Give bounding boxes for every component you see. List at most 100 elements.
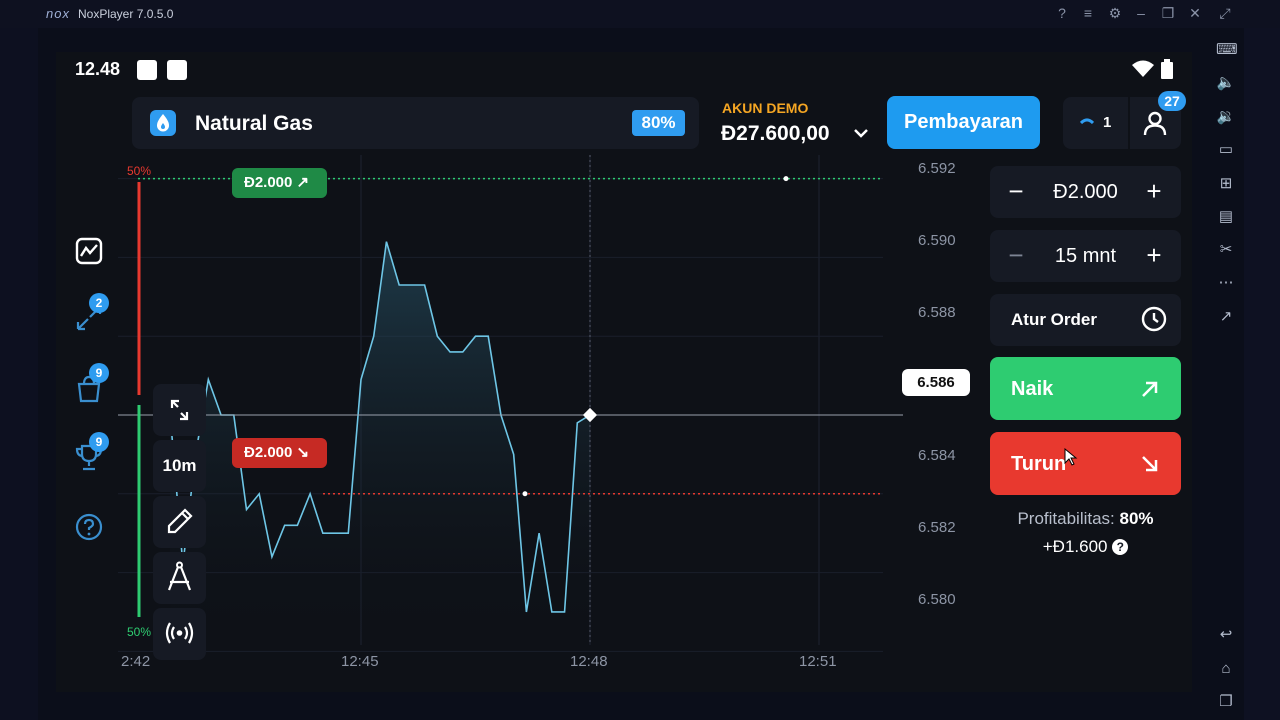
flame-icon	[150, 110, 176, 136]
amount-decrease-button[interactable]: −	[1008, 176, 1024, 206]
arrow-down-right-icon: ↘	[296, 444, 310, 461]
up-percent-label: 50%	[127, 164, 152, 178]
y-tick: 6.584	[918, 447, 956, 464]
profitability-text: Profitabilitas: 80%	[990, 509, 1181, 529]
more-icon[interactable]: ⋯	[1218, 274, 1234, 291]
market-badge: 9	[89, 363, 109, 383]
draw-button[interactable]	[153, 496, 206, 548]
close-icon[interactable]: ✕	[1189, 5, 1201, 21]
duration-increase-button[interactable]: +	[1146, 240, 1162, 270]
volume-up-icon[interactable]: 🔈	[1216, 74, 1236, 91]
emulator-titlebar	[0, 0, 1280, 28]
down-percent-label: 50%	[127, 625, 152, 639]
info-icon[interactable]: ?	[1112, 539, 1129, 555]
current-price-label: 6.586	[902, 369, 970, 396]
minimize-icon[interactable]: –	[1137, 5, 1145, 21]
screenshot-scissors-icon[interactable]: ✂	[1219, 241, 1233, 258]
up-order-tag[interactable]: Đ2.000 ↗	[232, 168, 327, 198]
y-tick: 6.580	[918, 591, 956, 608]
duration-decrease-button[interactable]: −	[1008, 240, 1024, 270]
profit-amount: +Đ1.600	[1042, 537, 1108, 556]
notification-badge: 27	[1158, 91, 1186, 111]
timeframe-button[interactable]	[153, 440, 206, 492]
y-tick: 6.592	[918, 160, 956, 177]
emulator-left-border	[0, 28, 38, 720]
recent-apps-icon[interactable]: ❐	[1219, 693, 1233, 710]
wifi-icon	[1132, 60, 1154, 77]
profitability-value: 80%	[1119, 509, 1154, 528]
tournament-badge: 9	[89, 432, 109, 452]
window-title: NoxPlayer 7.0.5.0	[78, 7, 174, 21]
back-icon[interactable]: ↩	[1219, 626, 1233, 643]
restore-icon[interactable]: ❐	[1161, 5, 1175, 21]
payment-button[interactable]: Pembayaran	[887, 96, 1040, 149]
keyboard-icon[interactable]: ⌨	[1216, 41, 1238, 58]
broadcast-icon	[165, 622, 194, 644]
down-order-amount: Đ2.000	[244, 444, 293, 461]
y-tick: 6.588	[918, 304, 956, 321]
status-time: 12.48	[75, 59, 121, 79]
screen-icon[interactable]: ▭	[1218, 141, 1234, 158]
duration-control	[990, 230, 1181, 282]
current-price-marker	[582, 407, 598, 423]
compass-icon	[167, 561, 192, 591]
fullscreen-icon[interactable]: ⤢	[1219, 5, 1231, 21]
expand-icon	[170, 399, 189, 421]
duration-value[interactable]: 15 mnt	[1054, 245, 1117, 267]
arrow-up-right-icon	[1142, 381, 1158, 397]
buy-up-label: Naik	[1011, 378, 1054, 400]
apk-install-icon[interactable]: ⊞	[1219, 175, 1233, 192]
asset-payout-badge: 80%	[632, 110, 685, 136]
trades-badge: 2	[89, 293, 109, 313]
help-icon[interactable]	[74, 512, 104, 542]
price-area	[170, 241, 590, 645]
x-tick: 12:51	[799, 653, 837, 670]
y-tick: 6.590	[918, 232, 956, 249]
pending-order-button[interactable]	[990, 294, 1181, 346]
volume-down-icon[interactable]: 🔉	[1216, 108, 1236, 125]
settings-gear-icon[interactable]: ⚙	[1108, 5, 1122, 21]
help-icon[interactable]: ?	[1058, 5, 1066, 21]
account-balance[interactable]: Đ27.600,00	[721, 122, 830, 145]
user-icon	[1143, 111, 1167, 136]
trophy-icon[interactable]	[74, 442, 104, 472]
amount-value[interactable]: Đ2.000	[1053, 181, 1118, 203]
status-notification-icon	[167, 60, 187, 80]
nox-logo: nox	[46, 6, 70, 21]
buy-up-button[interactable]: Naik	[990, 357, 1181, 420]
arrow-up-right-icon: ↗	[296, 174, 310, 191]
account-type-label[interactable]: AKUN DEMO	[722, 100, 809, 116]
pending-order-label: Atur Order	[1011, 310, 1097, 329]
profit-amount-row: +Đ1.600 ?	[990, 537, 1181, 557]
chevron-down-icon[interactable]	[852, 124, 870, 142]
status-notification-icon	[137, 60, 157, 80]
price-chart[interactable]	[118, 155, 978, 675]
emulator-sidebar	[1244, 28, 1280, 720]
x-tick: 2:42	[121, 653, 151, 670]
home-icon[interactable]: ⌂	[1221, 660, 1231, 677]
x-tick: 12:45	[341, 653, 379, 670]
asset-selector[interactable]	[132, 97, 699, 149]
pencil-icon	[167, 508, 193, 534]
external-link-icon[interactable]: ↗	[1219, 308, 1233, 325]
timeframe-label[interactable]: 10m	[162, 456, 197, 475]
signals-button[interactable]	[153, 608, 206, 660]
fullscreen-button[interactable]	[153, 384, 206, 436]
open-trades-button[interactable]	[1063, 97, 1128, 149]
clock-icon	[1141, 306, 1167, 332]
down-order-point	[522, 491, 528, 497]
battery-icon	[1161, 59, 1173, 79]
sell-down-button[interactable]: Turun	[990, 432, 1181, 495]
trades-wave-icon	[1080, 118, 1094, 124]
multi-instance-icon[interactable]: ▤	[1218, 208, 1234, 225]
y-tick: 6.582	[918, 519, 956, 536]
indicators-button[interactable]	[153, 552, 206, 604]
menu-icon[interactable]: ≡	[1083, 5, 1093, 21]
x-tick: 12:48	[570, 653, 608, 670]
amount-increase-button[interactable]: +	[1146, 176, 1162, 206]
chart-icon[interactable]	[74, 236, 104, 266]
open-trades-count: 1	[1103, 114, 1112, 131]
asset-name[interactable]: Natural Gas	[195, 112, 313, 135]
mouse-cursor-icon	[1064, 448, 1078, 466]
down-order-tag[interactable]: Đ2.000 ↘	[232, 438, 327, 468]
